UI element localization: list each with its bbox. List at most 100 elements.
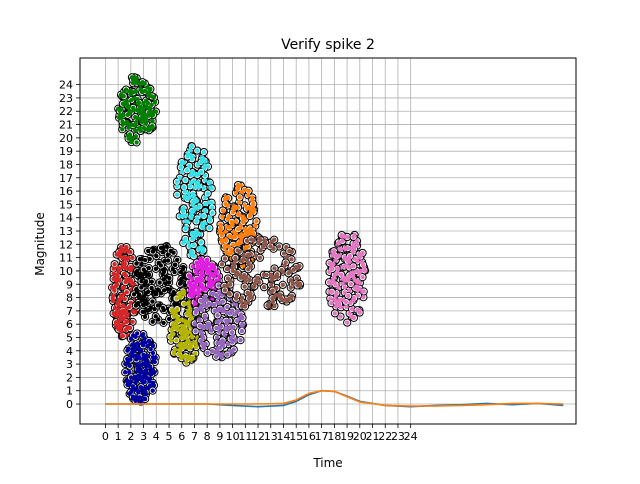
scatter-point-olive bbox=[181, 343, 186, 348]
y-tick-label: 1 bbox=[66, 385, 73, 398]
scatter-point-cyan bbox=[181, 184, 187, 190]
scatter-point-black bbox=[141, 298, 147, 303]
scatter-point-magenta bbox=[192, 300, 197, 305]
scatter-point-pink bbox=[344, 320, 350, 325]
scatter-point-orange bbox=[237, 195, 242, 200]
scatter-point-cyan bbox=[207, 180, 213, 185]
scatter-point-green bbox=[138, 128, 143, 134]
scatter-point-brown bbox=[230, 268, 235, 274]
scatter-point-orange bbox=[242, 187, 247, 193]
plot-frame bbox=[79, 57, 577, 425]
scatter-point-orange bbox=[218, 222, 223, 227]
y-tick-label: 18 bbox=[59, 158, 73, 171]
scatter-point-orange bbox=[220, 208, 226, 213]
scatter-point-black bbox=[134, 287, 139, 292]
scatter-point-orange bbox=[229, 219, 234, 224]
scatter-point-pink bbox=[354, 268, 359, 274]
scatter-point-red bbox=[122, 296, 127, 302]
scatter-point-brown bbox=[243, 279, 248, 284]
scatter-point-brown bbox=[234, 293, 240, 298]
scatter-point-cyan bbox=[189, 144, 194, 149]
scatter-point-black bbox=[142, 257, 148, 263]
scatter-point-black bbox=[157, 280, 162, 285]
scatter-point-black bbox=[137, 292, 142, 297]
scatter-point-pink bbox=[342, 275, 348, 281]
scatter-point-magenta bbox=[207, 266, 212, 271]
scatter-point-blue bbox=[142, 336, 147, 341]
scatter-point-cyan bbox=[183, 226, 188, 232]
scatter-point-cyan bbox=[195, 172, 200, 178]
scatter-point-orange bbox=[245, 193, 251, 198]
scatter-point-pink bbox=[351, 264, 356, 269]
scatter-point-magenta bbox=[212, 265, 217, 271]
scatter-point-cyan bbox=[197, 247, 202, 252]
scatter-point-red bbox=[131, 310, 136, 315]
scatter-point-pink bbox=[358, 268, 363, 274]
scatter-point-pink bbox=[333, 304, 339, 309]
scatter-point-red bbox=[115, 274, 120, 279]
scatter-point-orange bbox=[250, 197, 255, 203]
scatter-point-purple bbox=[234, 318, 240, 324]
scatter-point-black bbox=[147, 256, 152, 262]
scatter-point-pink bbox=[342, 254, 348, 260]
scatter-point-brown bbox=[248, 264, 254, 269]
line-orange bbox=[105, 389, 564, 407]
scatter-point-brown bbox=[242, 272, 247, 278]
scatter-point-brown bbox=[265, 303, 270, 308]
scatter-point-brown bbox=[253, 278, 258, 283]
scatter-point-green bbox=[131, 90, 136, 95]
scatter-point-orange bbox=[245, 244, 251, 249]
scatter-point-black bbox=[158, 291, 164, 296]
y-tick-label: 13 bbox=[59, 225, 73, 238]
scatter-point-red bbox=[123, 279, 128, 285]
scatter-point-blue bbox=[143, 359, 148, 364]
scatter-point-purple bbox=[205, 321, 211, 326]
y-tick-label: 24 bbox=[59, 79, 73, 92]
scatter-point-blue bbox=[143, 389, 148, 395]
scatter-point-red bbox=[122, 310, 128, 316]
scatter-point-purple bbox=[200, 308, 205, 313]
y-tick-label: 11 bbox=[59, 252, 73, 265]
scatter-point-cyan bbox=[191, 242, 196, 248]
scatter-point-cyan bbox=[187, 147, 193, 153]
x-tick-label: 11 bbox=[238, 430, 252, 443]
scatter-point-orange bbox=[233, 190, 239, 196]
scatter-point-black bbox=[160, 249, 165, 255]
scatter-point-red bbox=[128, 300, 134, 305]
scatter-point-olive bbox=[174, 296, 179, 301]
scatter-point-green bbox=[117, 108, 122, 114]
scatter-point-orange bbox=[251, 209, 256, 215]
scatter-point-brown bbox=[241, 253, 246, 258]
scatter-point-black bbox=[147, 307, 152, 312]
y-tick-label: 17 bbox=[59, 172, 73, 185]
scatter-point-brown bbox=[262, 240, 268, 245]
scatter-point-magenta bbox=[186, 273, 192, 278]
scatter-point-olive bbox=[176, 318, 181, 323]
scatter-point-green bbox=[117, 112, 122, 118]
scatter-point-orange bbox=[220, 214, 225, 219]
scatter-point-olive bbox=[171, 326, 177, 331]
scatter-point-purple bbox=[199, 332, 205, 337]
scatter-point-pink bbox=[347, 253, 353, 259]
scatter-point-cyan bbox=[198, 240, 204, 245]
scatter-point-magenta bbox=[192, 290, 197, 295]
scatter-point-green bbox=[131, 122, 136, 128]
y-tick-label: 9 bbox=[66, 278, 73, 291]
scatter-point-orange bbox=[222, 243, 228, 248]
scatter-point-orange bbox=[223, 229, 228, 234]
scatter-point-cyan bbox=[187, 244, 192, 249]
x-tick-label: 18 bbox=[327, 430, 341, 443]
y-tick-label: 7 bbox=[66, 305, 73, 318]
scatter-point-brown bbox=[294, 276, 299, 281]
scatter-point-red bbox=[109, 285, 115, 290]
scatter-point-green bbox=[134, 140, 139, 145]
scatter-point-blue bbox=[138, 370, 143, 375]
scatter-point-green bbox=[130, 77, 136, 82]
scatter-point-green bbox=[136, 100, 142, 105]
scatter-point-black bbox=[150, 299, 155, 304]
scatter-point-orange bbox=[235, 205, 241, 210]
scatter-point-green bbox=[148, 86, 153, 92]
scatter-point-pink bbox=[334, 266, 340, 271]
scatter-point-black bbox=[153, 266, 159, 272]
scatter-point-cyan bbox=[175, 184, 180, 189]
